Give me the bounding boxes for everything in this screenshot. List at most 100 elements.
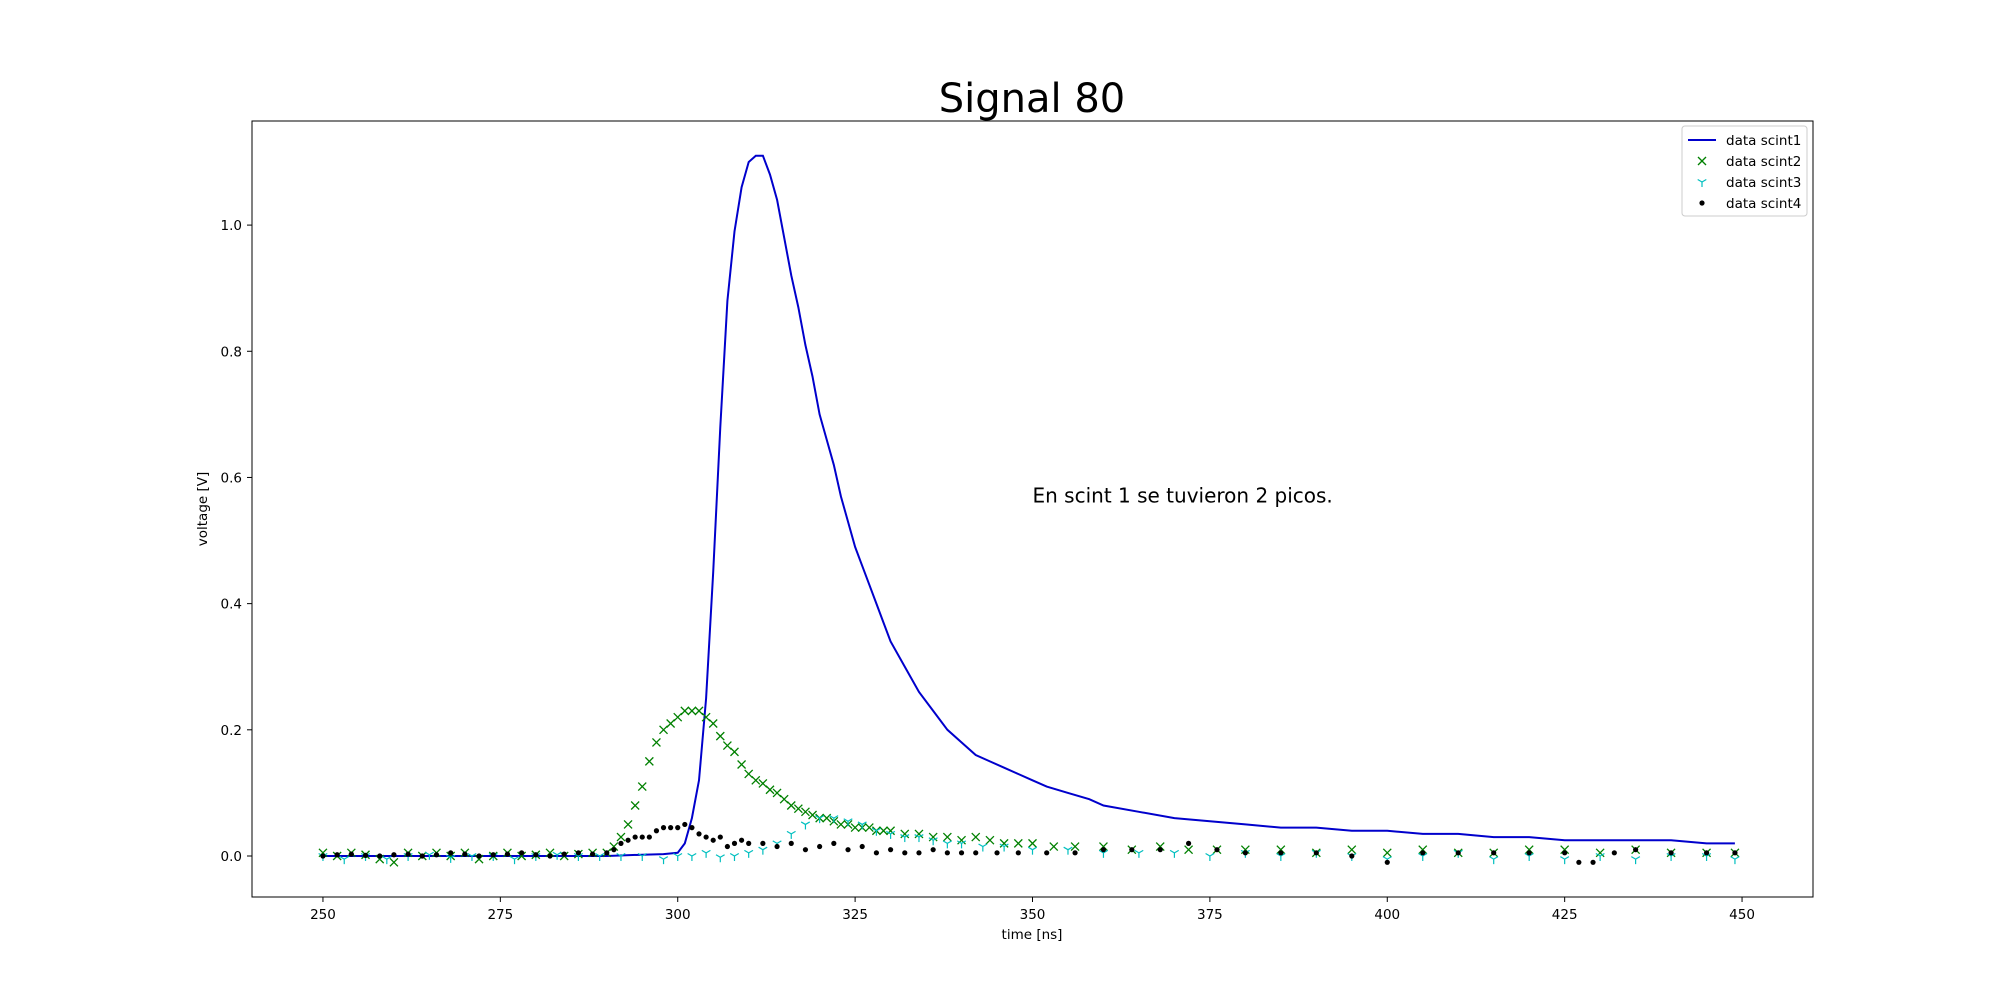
data-point-stroke — [956, 840, 962, 844]
data-point — [687, 852, 697, 861]
data-point-stroke — [637, 782, 647, 792]
data-point — [616, 832, 626, 842]
data-point-stroke — [517, 851, 527, 861]
data-point-stroke — [1528, 852, 1534, 857]
data-point — [611, 847, 617, 853]
data-point-stroke — [1730, 856, 1736, 860]
data-point-stroke — [1734, 856, 1740, 860]
data-point — [1562, 850, 1568, 856]
data-point-stroke — [928, 832, 938, 842]
data-point — [994, 850, 1000, 856]
data-point-stroke — [751, 775, 761, 785]
data-point-stroke — [599, 852, 605, 857]
data-point-stroke — [1493, 856, 1499, 860]
data-point — [448, 850, 454, 856]
data-point — [956, 840, 967, 849]
data-point-stroke — [1666, 852, 1672, 857]
data-point-stroke — [573, 852, 579, 857]
data-point — [1524, 852, 1534, 861]
data-point — [668, 825, 674, 831]
data-point — [1278, 850, 1284, 856]
data-point — [658, 856, 669, 865]
data-point-stroke — [1560, 856, 1565, 860]
data-point-stroke — [1347, 845, 1357, 855]
data-point — [928, 832, 938, 842]
data-point-stroke — [1706, 852, 1712, 857]
data-point — [886, 826, 896, 836]
data-point — [382, 856, 392, 865]
data-point — [362, 852, 369, 858]
data-point-stroke — [1631, 856, 1636, 860]
data-point — [708, 719, 718, 728]
data-point — [1526, 850, 1532, 856]
data-point-stroke — [687, 706, 697, 716]
data-point-stroke — [942, 840, 948, 844]
data-point — [722, 741, 732, 751]
data-point — [1349, 853, 1355, 859]
data-point — [914, 834, 924, 843]
data-point — [957, 835, 967, 845]
data-point — [1347, 845, 1357, 855]
y-tick-label: 0.0 — [221, 849, 242, 865]
legend: data scint1 data scint2 data scint3 data sc… — [1681, 125, 1808, 217]
data-point — [942, 840, 952, 849]
legend-label: data scint2 — [1726, 154, 1801, 170]
data-point-stroke — [947, 840, 952, 844]
data-point — [779, 794, 789, 804]
data-point-stroke — [1599, 852, 1605, 857]
data-point — [476, 853, 482, 859]
y-axis: 0.0 0.2 0.4 0.6 0.8 1.0 — [221, 218, 252, 865]
data-point — [1063, 846, 1073, 855]
data-point — [871, 827, 882, 836]
data-point — [916, 850, 922, 856]
data-point — [1313, 850, 1319, 856]
data-point-stroke — [1028, 838, 1037, 848]
data-point — [902, 850, 908, 856]
data-point-stroke — [595, 852, 600, 857]
data-point — [377, 853, 383, 859]
data-point-stroke — [719, 854, 725, 858]
legend-swatch-stroke — [1701, 178, 1707, 183]
data-point — [1524, 845, 1534, 855]
data-point — [474, 854, 484, 864]
data-point — [701, 712, 711, 722]
data-point — [900, 834, 910, 843]
data-point — [1134, 849, 1144, 858]
data-point-stroke — [734, 852, 740, 857]
data-point-stroke — [886, 826, 896, 836]
data-point — [1730, 856, 1740, 865]
data-point — [644, 756, 654, 766]
data-point-stroke — [978, 843, 984, 848]
y-tick-label: 1.0 — [221, 218, 242, 234]
data-point — [675, 825, 681, 831]
data-point — [609, 842, 619, 851]
data-point — [765, 785, 775, 795]
x-tick-label: 400 — [1374, 907, 1400, 923]
data-point — [1382, 848, 1392, 858]
plot-area — [318, 154, 1740, 867]
data-point — [971, 832, 981, 842]
data-point-stroke — [1670, 852, 1676, 857]
series-line-scint1 — [323, 154, 1735, 857]
data-point — [857, 821, 867, 830]
data-point — [859, 843, 865, 850]
data-point — [1205, 852, 1215, 861]
data-point-stroke — [729, 852, 735, 857]
data-point-stroke — [637, 852, 643, 857]
data-point-stroke — [687, 852, 693, 857]
legend-label: data scint3 — [1726, 175, 1801, 191]
data-point — [1157, 847, 1163, 853]
data-point-stroke — [786, 830, 792, 835]
data-point-stroke — [918, 834, 924, 838]
data-point-stroke — [833, 815, 839, 819]
data-point-stroke — [982, 843, 988, 848]
y-tick-label: 0.2 — [221, 723, 242, 739]
data-point — [673, 852, 683, 861]
data-point — [800, 821, 811, 830]
data-point — [419, 853, 425, 859]
data-point-stroke — [800, 807, 810, 817]
data-point — [604, 850, 610, 856]
data-point — [1666, 852, 1676, 861]
data-point — [666, 719, 676, 728]
data-point — [1070, 842, 1080, 851]
